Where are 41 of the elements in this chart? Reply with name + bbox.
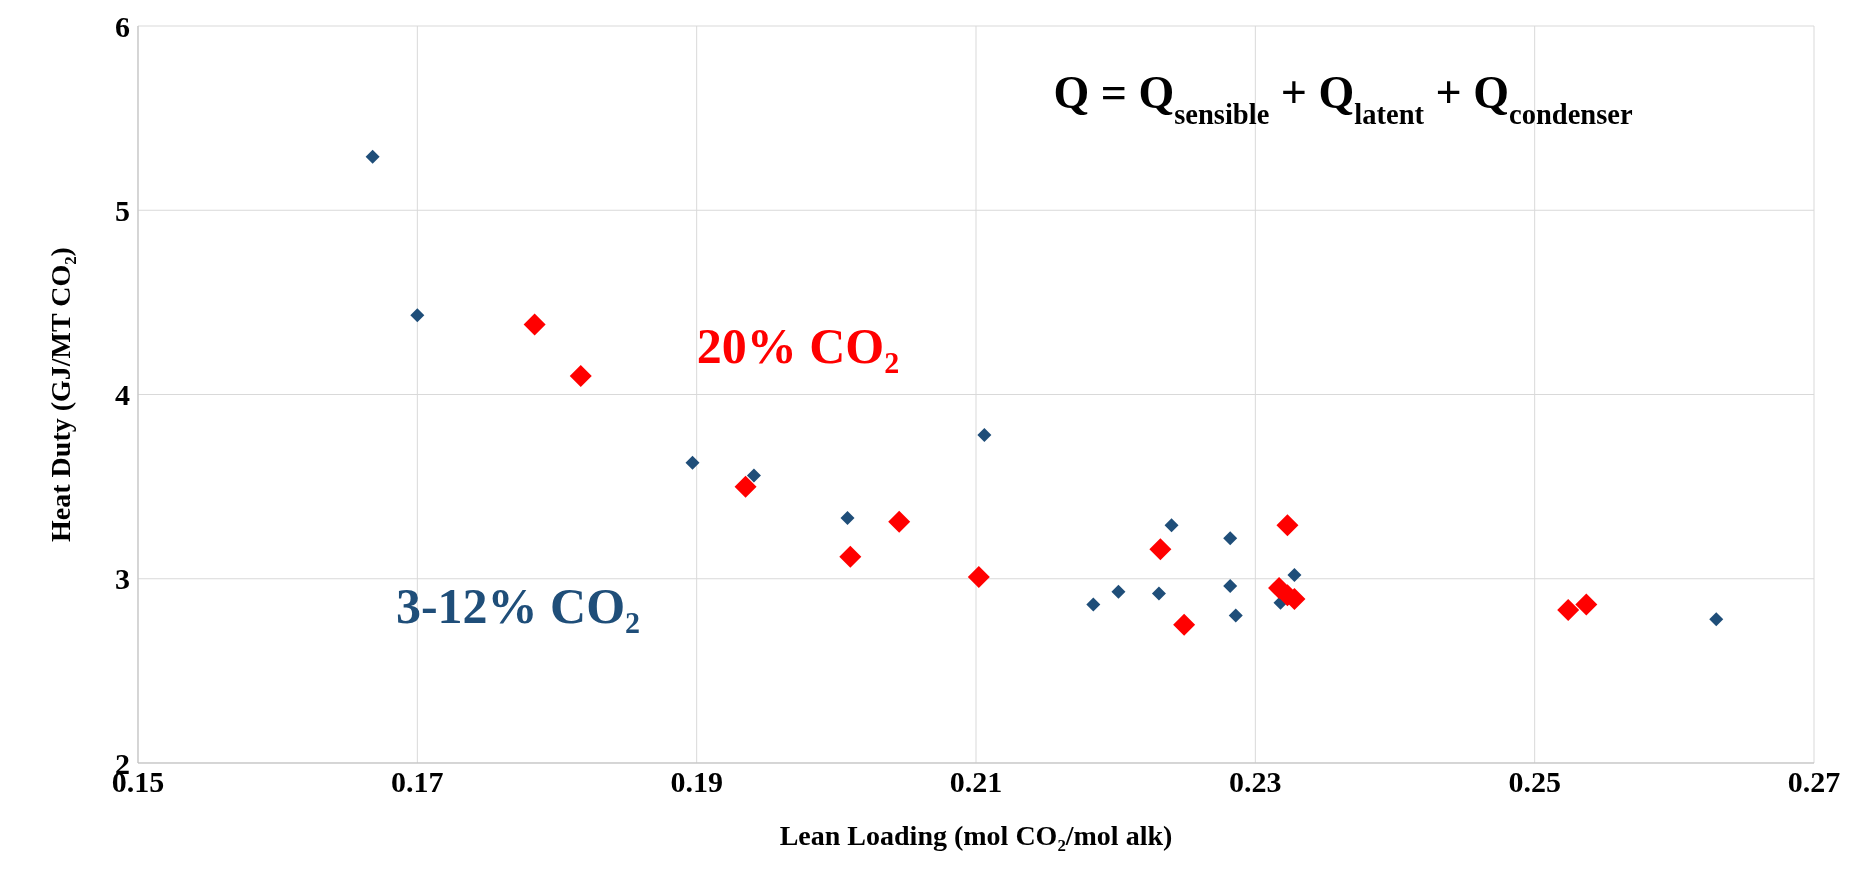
point	[1223, 531, 1238, 546]
x-tick-label: 0.27	[1787, 765, 1841, 799]
y-tick-label: 3	[115, 562, 130, 596]
point	[365, 149, 380, 164]
x-tick-label: 0.17	[391, 765, 444, 799]
point	[1287, 568, 1302, 583]
point	[410, 308, 425, 323]
annotation: Q = Q$_{sensible}$ + Q$_{latent}$ + Q$_{condenser}$	[1053, 67, 1633, 130]
x-tick-label: 0.23	[1229, 765, 1282, 799]
y-tick-label: 5	[115, 193, 130, 227]
point	[1276, 514, 1299, 537]
point	[569, 365, 592, 388]
point	[888, 510, 911, 533]
point	[523, 313, 546, 336]
y-axis-title: Heat Duty (GJ/MT CO₂)	[45, 247, 76, 542]
point	[1149, 538, 1172, 561]
point	[977, 428, 992, 443]
y-tick-label: 6	[115, 9, 130, 43]
x-tick-label: 0.21	[949, 765, 1003, 799]
point	[1709, 612, 1724, 627]
point	[685, 455, 700, 470]
point	[1111, 584, 1126, 599]
point	[1228, 608, 1243, 623]
text: 3-12% CO₂	[395, 578, 641, 634]
point	[746, 468, 761, 483]
point	[1557, 599, 1580, 622]
text: 20% CO₂	[696, 318, 900, 374]
point	[839, 545, 862, 568]
x-tick-label: 0.25	[1508, 765, 1561, 799]
point	[967, 565, 990, 588]
x-axis-title: Lean Loading (mol CO₂/mol alk)	[779, 820, 1173, 851]
x-tick-label: 0.19	[670, 765, 723, 799]
point	[1223, 579, 1238, 594]
y-tick-label: 4	[115, 378, 130, 412]
point	[1164, 518, 1179, 533]
point	[734, 475, 757, 498]
point	[1575, 593, 1598, 616]
point	[1151, 586, 1166, 601]
point	[1086, 597, 1101, 612]
point	[1173, 613, 1196, 636]
point	[840, 510, 855, 525]
